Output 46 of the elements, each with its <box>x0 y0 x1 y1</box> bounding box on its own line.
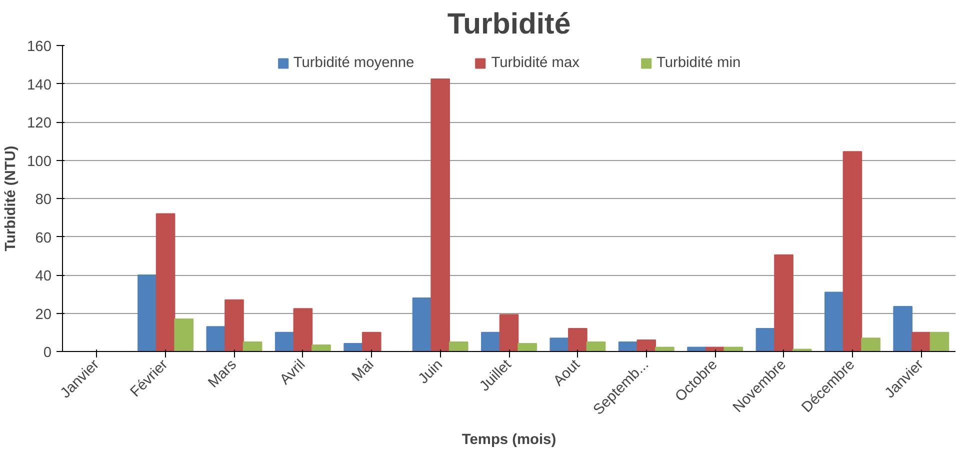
y-tick-label: 140 <box>27 77 52 94</box>
bar <box>893 306 912 352</box>
y-tick-label: 160 <box>27 39 52 55</box>
y-axis-title: Turbidité (NTU) <box>3 146 20 252</box>
bar <box>774 254 794 352</box>
bar <box>861 338 880 352</box>
bar <box>430 78 450 352</box>
bar <box>636 340 656 352</box>
y-tick-label: 0 <box>43 345 52 361</box>
bar <box>842 151 862 352</box>
bar <box>174 318 194 352</box>
bar <box>274 332 294 352</box>
y-tick-label: 80 <box>35 192 52 208</box>
y-tick-label: 100 <box>27 154 52 170</box>
bar <box>586 341 606 352</box>
bar <box>911 332 931 352</box>
bar <box>293 308 313 352</box>
bar <box>242 341 262 352</box>
y-tick-label: 120 <box>27 116 52 132</box>
y-tick-label: 20 <box>35 306 52 323</box>
bar <box>824 292 844 352</box>
bar <box>224 299 244 352</box>
bar <box>362 332 382 352</box>
bar <box>756 328 776 352</box>
bar <box>344 342 363 352</box>
y-tick-label: 40 <box>35 268 52 284</box>
bar <box>550 338 570 352</box>
legend-label: Turbidité moyenne <box>293 55 414 71</box>
bar <box>412 297 432 352</box>
legend-label: Turbidité min <box>656 55 741 71</box>
x-axis-title: Temps (mois) <box>462 432 556 448</box>
y-tick-label: 60 <box>35 230 52 246</box>
legend-label: Turbidité max <box>491 55 580 71</box>
bar <box>206 326 226 352</box>
bar <box>448 341 468 352</box>
x-tick-label: Mai <box>349 356 378 385</box>
bar <box>568 328 588 352</box>
bar <box>138 274 157 352</box>
bar <box>930 332 950 352</box>
x-tick-label: Juin <box>416 356 446 388</box>
bar <box>481 332 500 352</box>
bar <box>499 314 519 352</box>
bar <box>518 342 537 352</box>
bar <box>156 213 176 352</box>
bar <box>312 344 331 352</box>
chart-title: Turbidité <box>447 8 571 40</box>
